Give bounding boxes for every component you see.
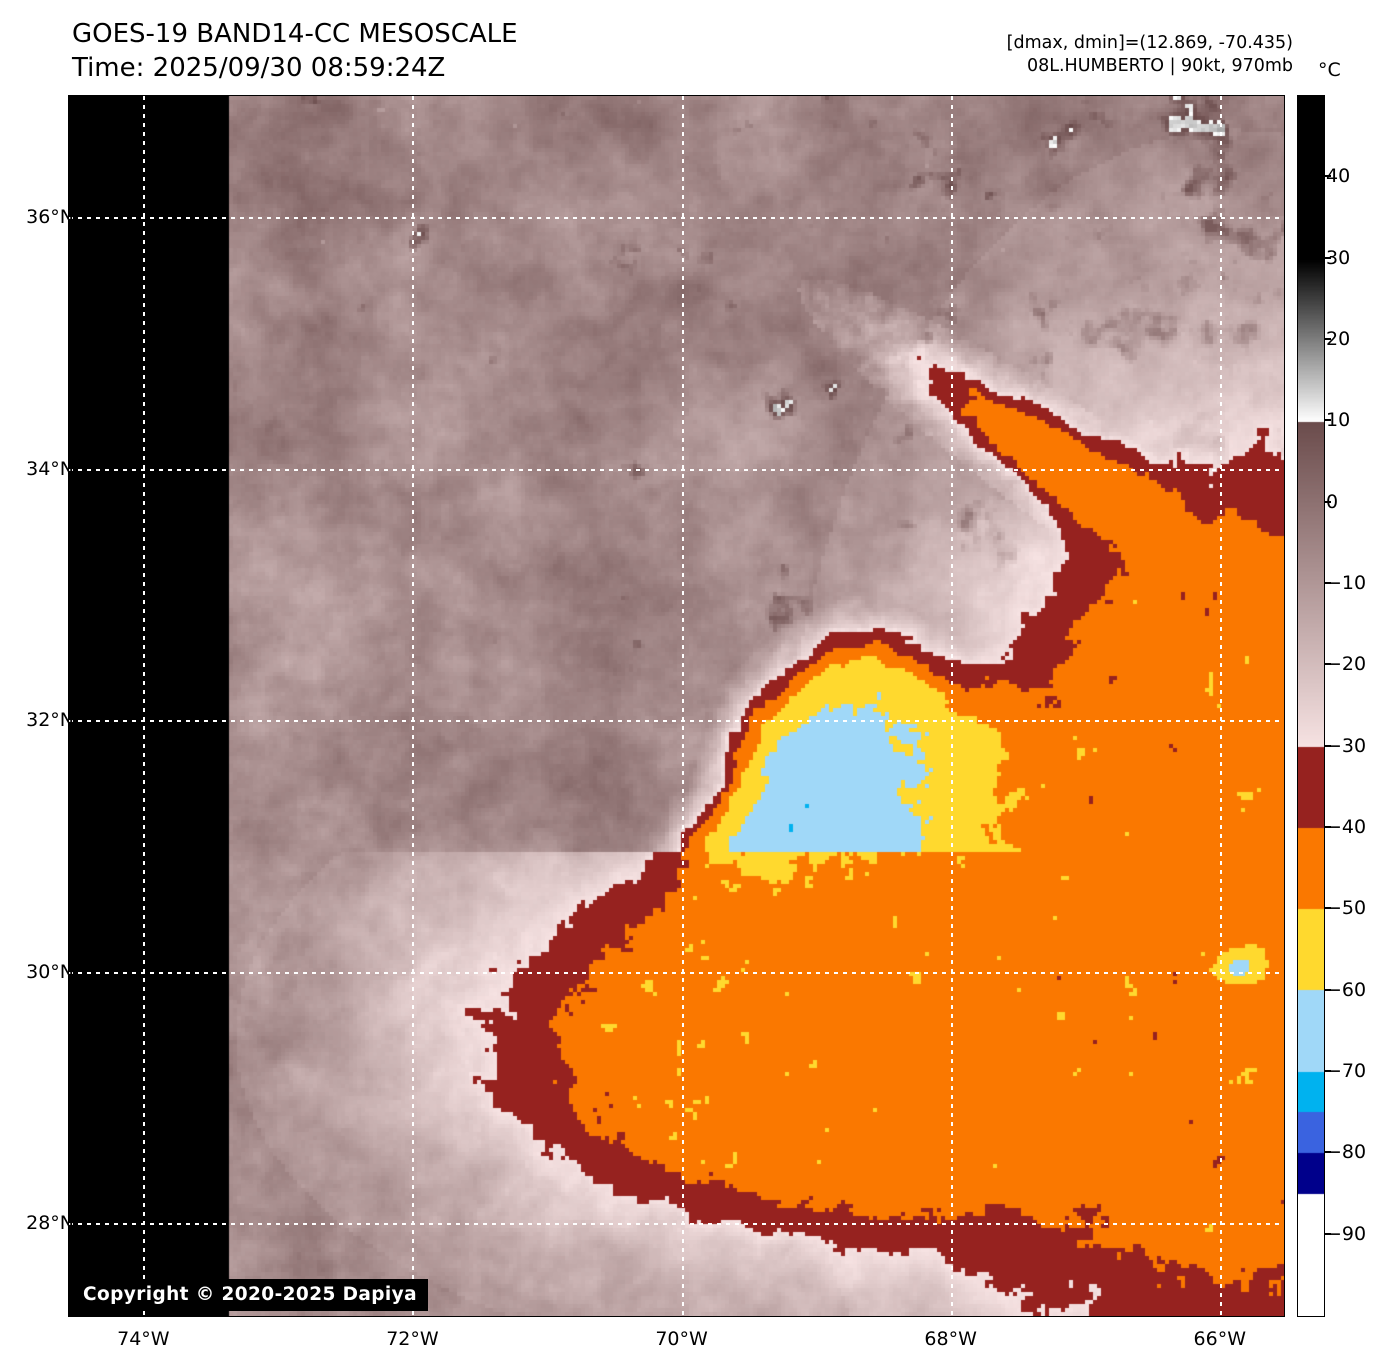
colorbar-tick-mark — [1324, 419, 1331, 422]
colorbar-tick-mark — [1324, 1151, 1331, 1154]
x-axis-tick-label: 74°W — [117, 1328, 170, 1350]
colorbar-tick-label: −70 — [1326, 1060, 1367, 1082]
copyright-banner: Copyright © 2020-2025 Dapiya — [72, 1279, 428, 1311]
colorbar-tick-label: −50 — [1326, 897, 1367, 920]
colorbar-tick-label: −40 — [1326, 816, 1367, 838]
metadata-block: [dmax, dmin]=(12.869, -70.435) 08L.HUMBE… — [1007, 32, 1293, 78]
timestamp-label: Time: 2025/09/30 08:59:24Z — [72, 52, 446, 83]
colorbar-tick-label: −20 — [1326, 653, 1367, 676]
x-axis-tick-label: 68°W — [924, 1328, 977, 1350]
colorbar-tick-mark — [1324, 256, 1331, 259]
colorbar-tick-mark — [1324, 663, 1331, 666]
colorbar-tick-mark — [1324, 500, 1331, 503]
colorbar-tick-mark — [1324, 826, 1331, 828]
colorbar-tick-mark — [1324, 582, 1331, 584]
satellite-imagery-canvas — [69, 96, 1284, 1316]
colorbar-tick-label: 40 — [1326, 165, 1351, 188]
dmax-dmin-label: [dmax, dmin]=(12.869, -70.435) — [1006, 33, 1293, 53]
colorbar-tick-mark — [1324, 907, 1331, 910]
colorbar-tick-label: 10 — [1326, 409, 1351, 432]
colorbar-unit-label: °C — [1318, 59, 1341, 81]
y-axis-tick-label: 32°N — [26, 709, 74, 732]
y-axis-tick-label: 36°N — [26, 206, 74, 228]
y-axis-tick-label: 30°N — [26, 960, 74, 983]
colorbar-tick-label: −60 — [1326, 978, 1367, 1001]
colorbar-tick-label: −30 — [1326, 734, 1367, 757]
storm-info-label: 08L.HUMBERTO | 90kt, 970mb — [1026, 56, 1293, 77]
colorbar-tick-mark — [1324, 1070, 1331, 1072]
page-title: GOES-19 BAND14-CC MESOSCALE Time: 2025/0… — [72, 18, 518, 86]
colorbar-tick-label: 30 — [1326, 246, 1351, 269]
y-axis-tick-label: 34°N — [26, 457, 74, 480]
colorbar-tick-label: −80 — [1326, 1141, 1367, 1164]
colorbar-tick-mark — [1324, 338, 1331, 340]
product-title: GOES-19 BAND14-CC MESOSCALE — [72, 19, 518, 49]
colorbar-tick-label: −10 — [1326, 572, 1367, 594]
colorbar-tick-label: 0 — [1326, 490, 1339, 513]
colorbar-tick-mark — [1324, 744, 1331, 747]
colorbar-gradient — [1297, 95, 1325, 1317]
x-axis-tick-label: 70°W — [655, 1328, 708, 1350]
colorbar-tick-mark — [1324, 988, 1331, 991]
colorbar-tick-label: −90 — [1326, 1222, 1367, 1245]
colorbar-tick-mark — [1324, 1232, 1331, 1235]
colorbar-tick-label: 20 — [1326, 328, 1351, 350]
x-axis-tick-label: 66°W — [1193, 1328, 1246, 1350]
colorbar — [1297, 95, 1325, 1317]
map-panel — [68, 95, 1285, 1317]
y-axis-tick-label: 28°N — [26, 1212, 74, 1235]
x-axis-tick-label: 72°W — [386, 1328, 439, 1350]
colorbar-tick-mark — [1324, 175, 1331, 178]
